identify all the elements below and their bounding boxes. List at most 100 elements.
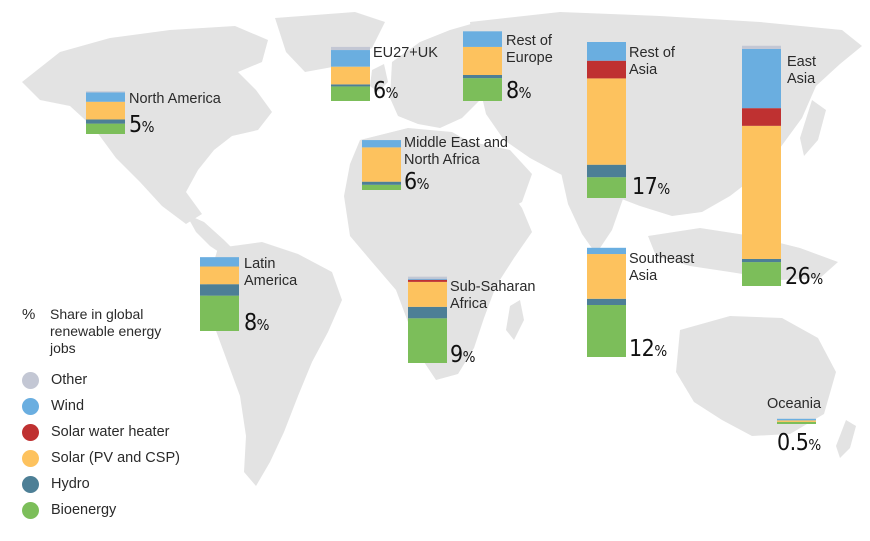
bar-east-asia: [742, 45, 781, 286]
bar-segment-solar: [587, 254, 626, 299]
bar-sub-saharan-africa: [408, 276, 447, 363]
legend-item-wind: Wind: [22, 393, 222, 419]
japan-shape: [800, 100, 826, 156]
bar-segment-bio: [463, 78, 502, 101]
bar-segment-hydro: [742, 258, 781, 263]
share-southeast-asia: 12%: [629, 338, 667, 361]
bar-segment-solar: [463, 46, 502, 75]
percent-sign: %: [462, 348, 476, 366]
bar-segment-wind: [331, 50, 370, 67]
legend-title-row: % Share in global renewable energy jobs: [22, 306, 222, 357]
legend-item-other: Other: [22, 367, 222, 393]
madagascar-shape: [506, 300, 524, 340]
bar-segment-hydro: [362, 181, 401, 185]
share-value: 5: [129, 112, 142, 138]
bar-segment-bio: [86, 123, 125, 134]
percent-sign: %: [808, 436, 822, 454]
legend-swatch-solar-water-heater: [22, 423, 39, 441]
share-middle-east-north-africa: 6%: [404, 171, 430, 194]
legend-label: Wind: [51, 398, 85, 414]
percent-sign: %: [385, 84, 399, 102]
share-oceania: 0.5%: [777, 432, 821, 455]
bar-segment-other: [86, 91, 125, 93]
bar-eu27-uk: [331, 46, 370, 101]
region-label-southeast-asia: Southeast Asia: [629, 251, 695, 284]
legend-label: Solar water heater: [51, 424, 170, 440]
percent-sign: %: [657, 180, 671, 198]
region-label-middle-east-north-africa: Middle East and North Africa: [404, 135, 508, 168]
share-value: 6: [404, 169, 417, 195]
bar-segment-hydro: [200, 284, 239, 296]
bar-segment-bio: [742, 262, 781, 286]
region-label-rest-of-europe: Rest of Europe: [506, 33, 553, 66]
bar-segment-solar: [742, 125, 781, 259]
percent-sign: %: [518, 84, 532, 102]
share-value: 6: [373, 78, 386, 104]
bar-segment-other: [742, 45, 781, 49]
bar-segment-solar: [587, 78, 626, 165]
legend-swatch-wind: [22, 397, 39, 415]
bar-segment-wind: [362, 140, 401, 148]
bar-segment-swh: [587, 60, 626, 79]
bar-segment-solar: [331, 66, 370, 85]
share-value: 26: [785, 264, 811, 290]
percent-sign: %: [416, 175, 430, 193]
share-north-america: 5%: [129, 114, 155, 137]
bar-segment-wind: [86, 92, 125, 102]
legend-percent-symbol: %: [22, 306, 36, 323]
legend-label: Bioenergy: [51, 502, 117, 518]
legend-label: Solar (PV and CSP): [51, 450, 180, 466]
share-rest-of-asia: 17%: [632, 176, 670, 199]
share-value: 17: [632, 174, 658, 200]
bar-segment-bio: [408, 318, 447, 363]
percent-sign: %: [256, 316, 270, 334]
share-value: 9: [450, 342, 463, 368]
bar-segment-bio: [362, 184, 401, 190]
uk-shape: [370, 64, 388, 92]
legend-title: Share in global renewable energy jobs: [50, 306, 162, 356]
region-label-sub-saharan-africa: Sub-Saharan Africa: [450, 279, 536, 312]
bar-segment-bio: [200, 295, 239, 331]
bar-southeast-asia: [587, 247, 626, 357]
legend-swatch-other: [22, 371, 39, 389]
share-value: 0.5: [777, 430, 809, 456]
region-label-latin-america: Latin America: [244, 256, 298, 289]
share-value: 8: [244, 310, 257, 336]
bar-segment-wind: [587, 42, 626, 61]
share-latin-america: 8%: [244, 312, 270, 335]
legend-item-hydro: Hydro: [22, 471, 222, 497]
legend-item-bioenergy: Bioenergy: [22, 497, 222, 523]
legend-label: Other: [51, 372, 88, 388]
bar-segment-solar: [777, 420, 816, 422]
share-value: 8: [506, 78, 519, 104]
region-label-east-asia: East Asia: [787, 54, 817, 87]
legend-item-solar-water-heater: Solar water heater: [22, 419, 222, 445]
bar-segment-hydro: [86, 119, 125, 124]
australia-shape: [676, 316, 836, 436]
bar-segment-wind: [408, 278, 447, 280]
legend-swatch-hydro: [22, 475, 39, 493]
percent-sign: %: [141, 118, 155, 136]
region-label-oceania: Oceania: [767, 396, 822, 412]
bar-segment-solar: [408, 281, 447, 307]
share-east-asia: 26%: [785, 266, 823, 289]
region-label-eu27-uk: EU27+UK: [373, 45, 438, 61]
bar-rest-of-asia: [587, 42, 626, 198]
africa-shape: [344, 128, 532, 380]
greenland-shape: [275, 12, 385, 72]
bar-latin-america: [200, 257, 239, 331]
legend-swatch-bioenergy: [22, 501, 39, 519]
bar-oceania: [777, 418, 816, 424]
bar-segment-solar: [86, 101, 125, 120]
bar-segment-hydro: [587, 298, 626, 305]
bar-segment-bio: [587, 305, 626, 357]
south-america-shape: [206, 242, 342, 486]
bar-rest-of-europe: [463, 31, 502, 101]
bar-segment-swh: [742, 108, 781, 126]
bar-segment-wind: [200, 257, 239, 267]
bar-segment-hydro: [408, 306, 447, 319]
bar-segment-wind: [777, 418, 816, 421]
legend: % Share in global renewable energy jobs …: [22, 306, 222, 523]
new-zealand-shape: [836, 420, 856, 458]
